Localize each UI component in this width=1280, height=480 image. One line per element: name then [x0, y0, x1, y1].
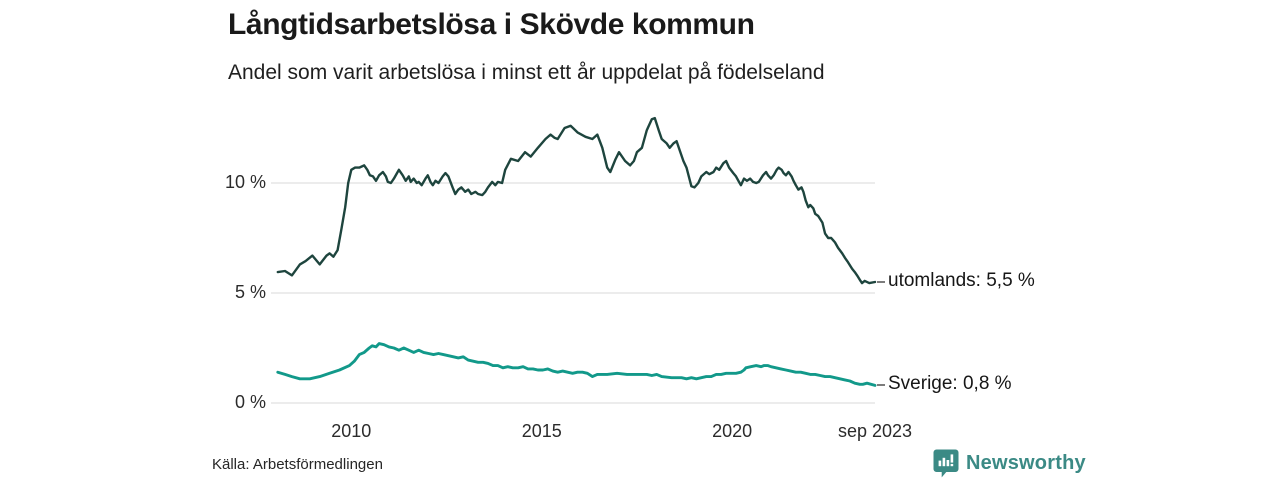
series-label-dash [877, 384, 885, 387]
series-label-dash [877, 281, 885, 283]
series-end-label-utomlands: utomlands: 5,5 % [888, 270, 1035, 291]
logo-bubble-shape [933, 449, 959, 478]
series-end-label-sverige: Sverige: 0,8 % [888, 373, 1012, 395]
y-axis-label: 10 % [224, 172, 266, 192]
brand-name: Newsworthy [966, 452, 1086, 474]
logo-bar-3 [946, 460, 950, 467]
x-axis-label: sep 2023 [837, 421, 913, 441]
newsworthy-logo-icon [933, 449, 959, 478]
x-axis-label: 2020 [712, 421, 753, 441]
source-note: Källa: Arbetsförmedlingen [212, 456, 383, 473]
chart-title: Långtidsarbetslösa i Skövde kommun [228, 8, 755, 41]
x-axis-label: 2010 [331, 421, 372, 441]
series-line-sverige [276, 342, 877, 387]
logo-bar-1 [938, 460, 942, 467]
y-axis-label: 5 % [234, 282, 266, 302]
y-axis-label: 0 % [234, 392, 266, 412]
logo-exclaim-bar [950, 454, 954, 463]
brand-logo[interactable]: Newsworthy [933, 449, 1086, 478]
logo-bar-2 [942, 457, 946, 467]
chart-subtitle: Andel som varit arbetslösa i minst ett å… [228, 61, 825, 84]
x-axis-label: 2015 [521, 421, 562, 441]
logo-exclaim-dot [950, 463, 954, 467]
series-line-utomlands [276, 116, 877, 285]
